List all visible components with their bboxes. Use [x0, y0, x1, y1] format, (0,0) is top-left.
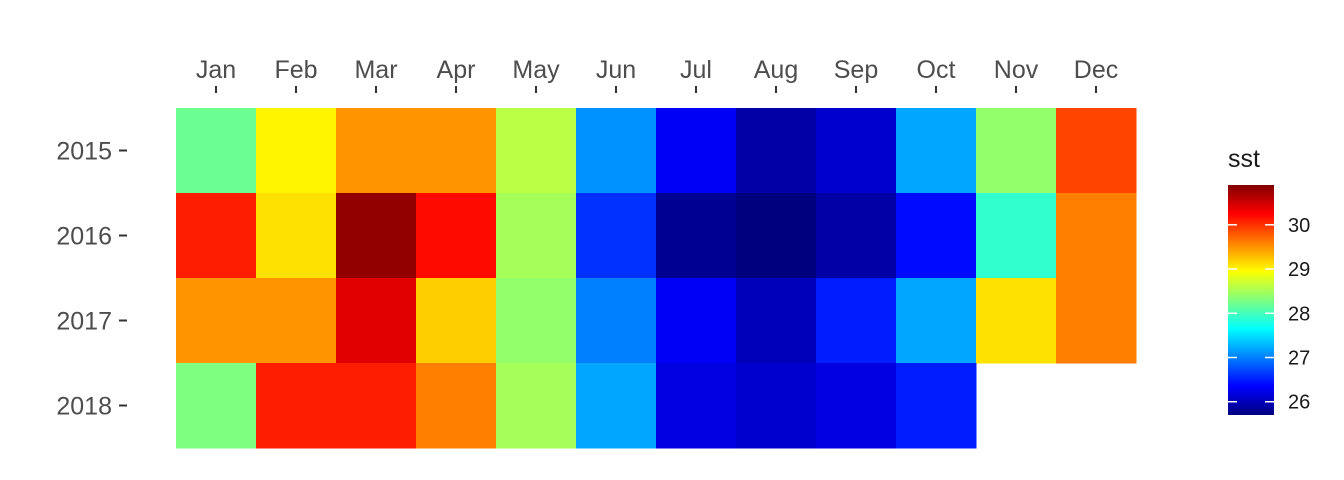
x-tick-label-Aug: Aug [754, 56, 798, 84]
heatmap-cell-2017-Nov [976, 278, 1057, 364]
heatmap-cell-2015-Jan [176, 108, 257, 194]
heatmap-cell-2018-Mar [336, 363, 417, 449]
legend-label-30: 30 [1288, 215, 1310, 237]
heatmap-cell-2018-Jul [656, 363, 737, 449]
heatmap-cell-2017-Oct [896, 278, 977, 364]
x-tick-label-May: May [512, 56, 560, 84]
heatmap-cell-2016-Dec [1056, 193, 1137, 279]
heatmap-cell-2017-Aug [736, 278, 817, 364]
x-tick-label-Sep: Sep [834, 56, 878, 84]
y-tick-label-2017: 2017 [56, 308, 112, 336]
heatmap-cell-2018-Jun [576, 363, 657, 449]
x-tick-label-Mar: Mar [354, 56, 397, 84]
heatmap-cell-2016-Sep [816, 193, 897, 279]
heatmap-cell-2017-Apr [416, 278, 497, 364]
heatmap-cell-2015-Mar [336, 108, 417, 194]
x-tick-label-Feb: Feb [274, 56, 317, 84]
heatmap-cell-2016-Jan [176, 193, 257, 279]
heatmap-cell-2015-Sep [816, 108, 897, 194]
heatmap-cell-2016-Oct [896, 193, 977, 279]
heatmap-cell-2016-Feb [256, 193, 337, 279]
heatmap-cell-2015-Dec [1056, 108, 1137, 194]
heatmap-cell-2015-May [496, 108, 577, 194]
heatmap-cell-2015-Nov [976, 108, 1057, 194]
heatmap-cell-2016-Mar [336, 193, 417, 279]
heatmap-cell-2017-May [496, 278, 577, 364]
heatmap-cell-2016-Apr [416, 193, 497, 279]
y-axis: 2015 2016 2017 2018 [56, 138, 127, 421]
legend-title: sst [1228, 145, 1260, 173]
legend-colorbar [1228, 185, 1274, 415]
heatmap-cell-2015-Aug [736, 108, 817, 194]
heatmap-cell-2018-Jan [176, 363, 257, 449]
heatmap-cell-2018-Sep [816, 363, 897, 449]
heatmap-cell-2016-Nov [976, 193, 1057, 279]
heatmap-cell-2018-Feb [256, 363, 337, 449]
x-tick-label-Dec: Dec [1074, 56, 1118, 84]
heatmap-cell-2018-May [496, 363, 577, 449]
heatmap-cell-2017-Feb [256, 278, 337, 364]
heatmap-cell-2016-Jul [656, 193, 737, 279]
x-tick-label-Jan: Jan [196, 56, 236, 84]
x-tick-label-Oct: Oct [917, 56, 956, 84]
heatmap-cell-2016-May [496, 193, 577, 279]
x-tick-label-Apr: Apr [437, 56, 476, 84]
heatmap-cell-2015-Jun [576, 108, 657, 194]
heatmap-cells [176, 108, 1137, 449]
heatmap-cell-2015-Feb [256, 108, 337, 194]
heatmap-cell-2017-Dec [1056, 278, 1137, 364]
heatmap-cell-2017-Mar [336, 278, 417, 364]
heatmap-cell-2018-Aug [736, 363, 817, 449]
heatmap-cell-2017-Sep [816, 278, 897, 364]
heatmap-cell-2018-Oct [896, 363, 977, 449]
legend-label-26: 26 [1288, 392, 1310, 414]
heatmap-cell-2017-Jan [176, 278, 257, 364]
x-tick-label-Jul: Jul [680, 56, 712, 84]
x-axis: Jan Feb Mar Apr May Jun Jul Aug Sep Oct Nov Dec [196, 56, 1118, 93]
heatmap-cell-2016-Jun [576, 193, 657, 279]
color-legend: sst 26 27 28 29 30 [1228, 145, 1310, 415]
legend-label-29: 29 [1288, 259, 1310, 281]
heatmap-cell-2017-Jul [656, 278, 737, 364]
heatmap-cell-2015-Oct [896, 108, 977, 194]
heatmap-cell-2015-Jul [656, 108, 737, 194]
y-tick-label-2018: 2018 [56, 393, 112, 421]
y-tick-label-2015: 2015 [56, 138, 112, 166]
y-tick-label-2016: 2016 [56, 223, 112, 251]
heatmap-cell-2018-Apr [416, 363, 497, 449]
x-tick-label-Jun: Jun [596, 56, 636, 84]
heatmap-cell-2017-Jun [576, 278, 657, 364]
legend-label-28: 28 [1288, 303, 1310, 325]
legend-label-27: 27 [1288, 348, 1310, 370]
x-tick-label-Nov: Nov [994, 56, 1039, 84]
heatmap-cell-2016-Aug [736, 193, 817, 279]
heatmap-cell-2015-Apr [416, 108, 497, 194]
